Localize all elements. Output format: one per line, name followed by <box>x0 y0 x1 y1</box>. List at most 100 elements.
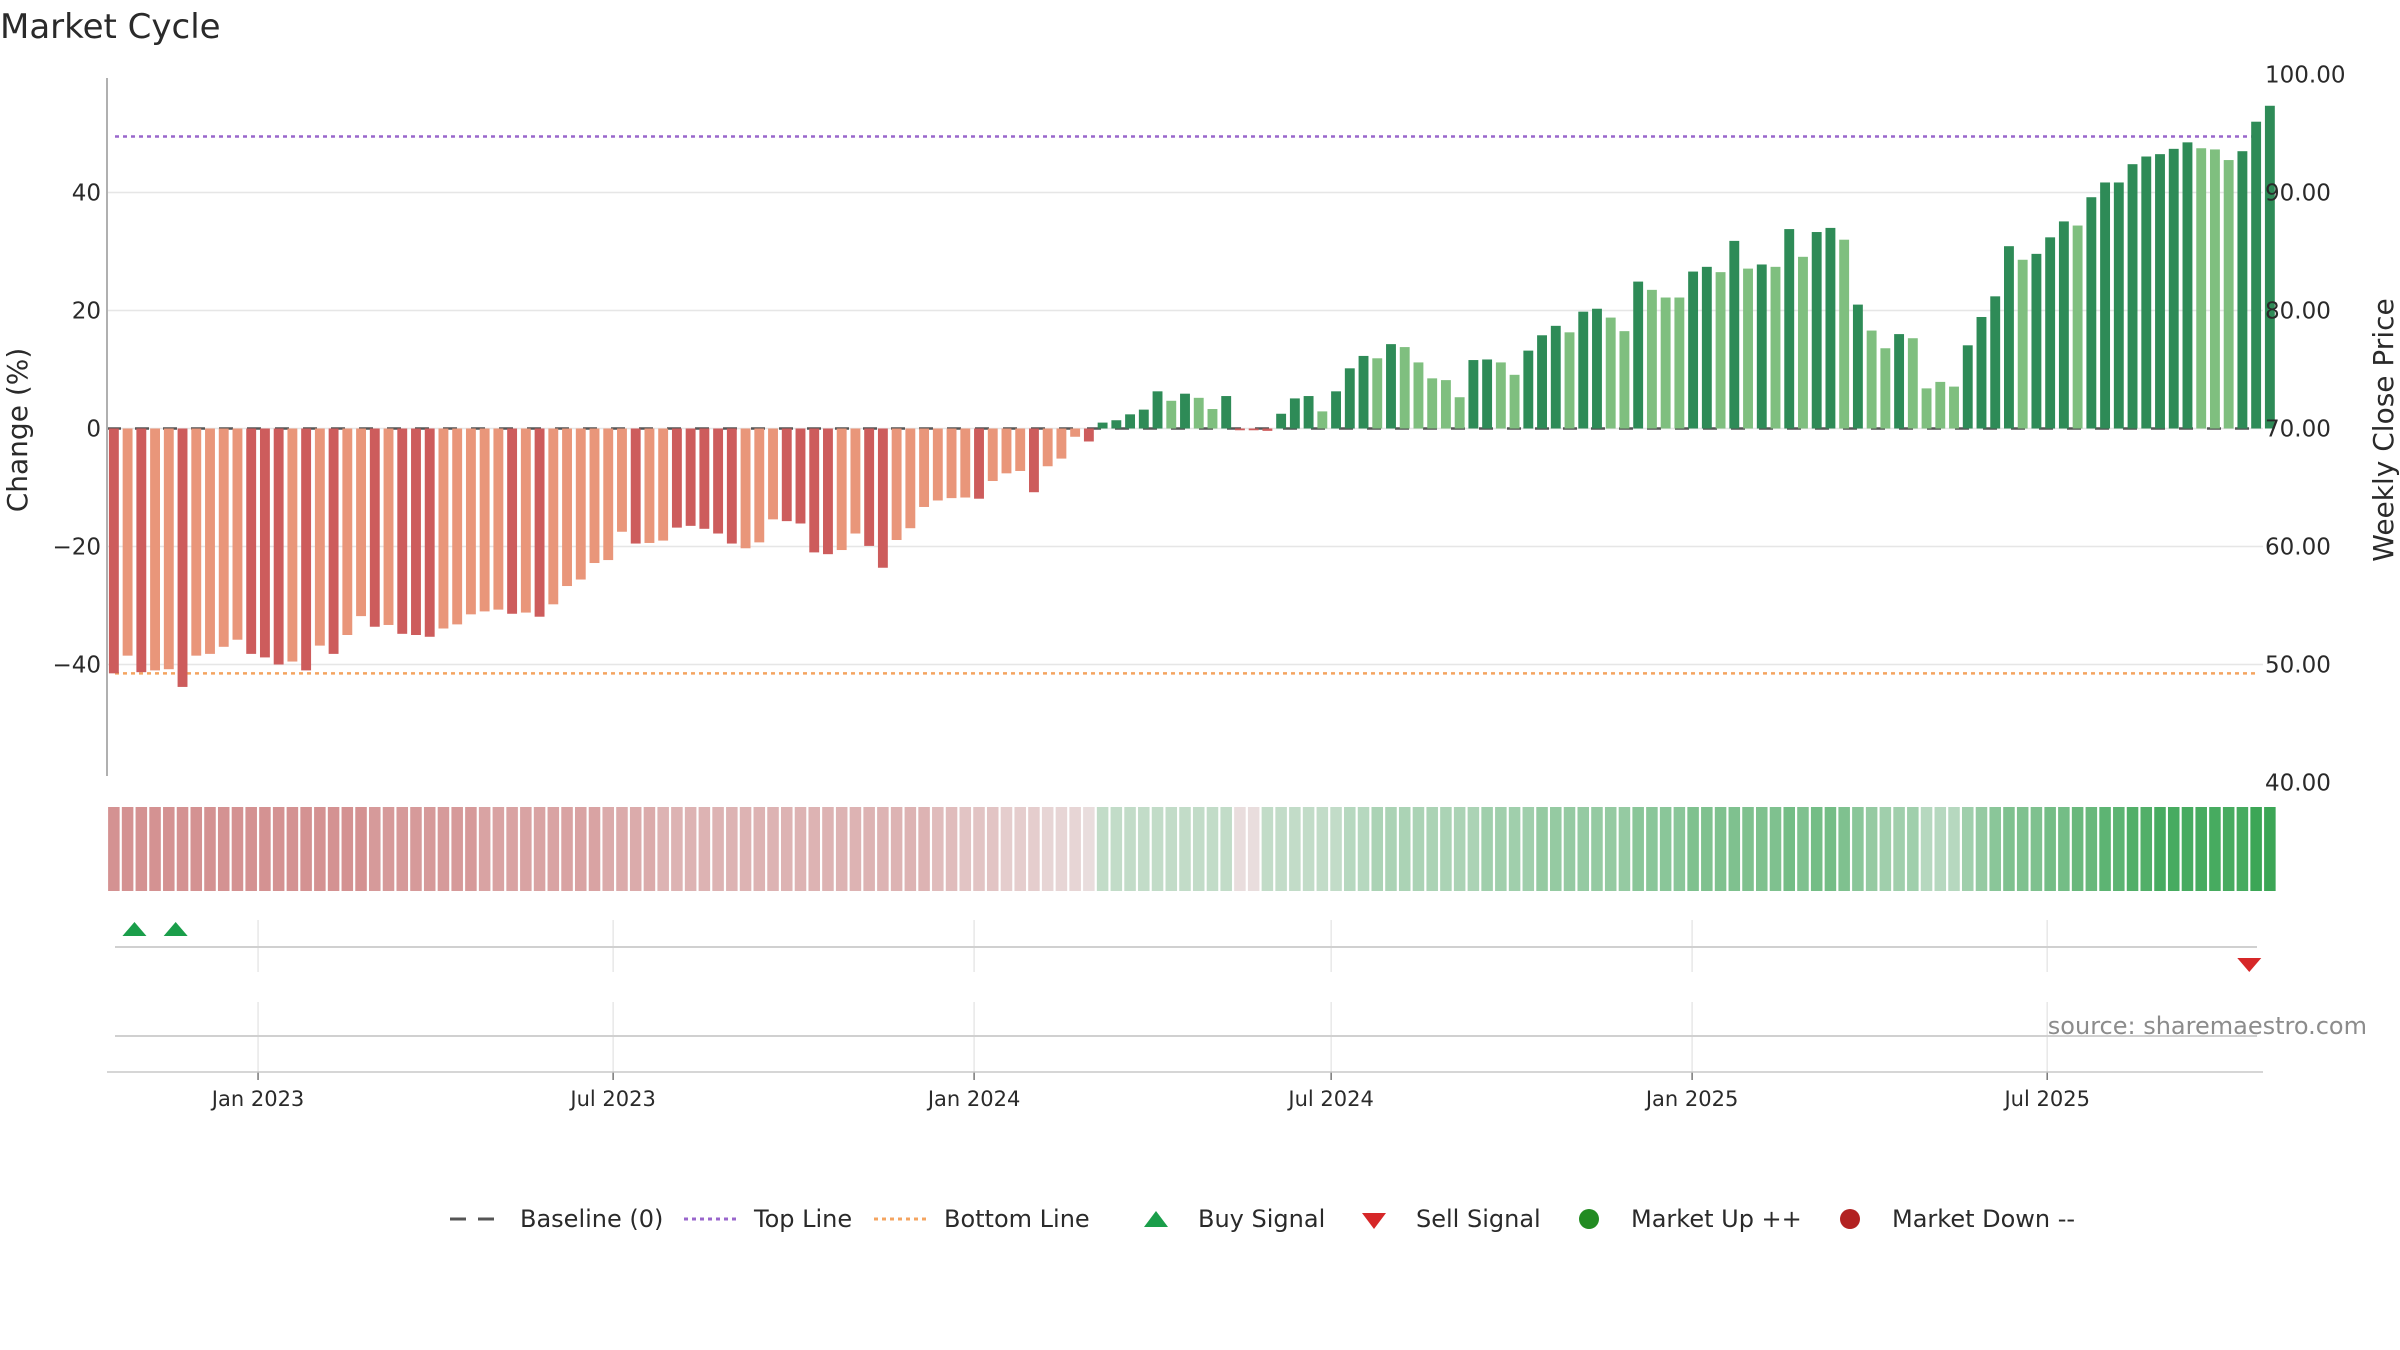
change-bar <box>452 428 463 625</box>
heat-cell <box>300 807 312 891</box>
heat-cell <box>1344 807 1356 891</box>
heat-cell <box>602 807 615 891</box>
y-tick-label: 0 <box>86 417 101 443</box>
change-bar <box>1715 272 1726 429</box>
heat-cell <box>1563 807 1576 891</box>
y2-tick-label: 60.00 <box>2265 535 2331 561</box>
x-tick-label: Jul 2024 <box>1286 1087 1373 1111</box>
heat-cell <box>629 807 642 891</box>
change-bar <box>1907 338 1918 429</box>
heat-cell <box>684 807 697 891</box>
legend-label: Baseline (0) <box>520 1205 663 1233</box>
change-bar <box>1166 400 1177 429</box>
change-bar <box>699 428 710 529</box>
heat-cell <box>1522 807 1535 891</box>
heat-cell <box>1783 807 1795 891</box>
change-bar <box>1454 397 1465 429</box>
change-bar <box>1605 317 1616 429</box>
change-bar <box>1221 396 1232 429</box>
change-bar <box>369 428 380 627</box>
change-bar <box>671 428 682 528</box>
change-bar <box>1880 348 1891 429</box>
change-bar <box>479 428 490 612</box>
signal-panel <box>115 920 2262 1072</box>
legend-item: Market Down -- <box>1840 1205 2075 1233</box>
change-bar <box>232 428 243 640</box>
heat-cell <box>1234 807 1246 891</box>
change-bar <box>1372 358 1383 429</box>
heat-cell <box>163 807 175 891</box>
change-bar <box>754 428 765 543</box>
legend-label: Top Line <box>753 1205 852 1233</box>
chart-title: Market Cycle <box>0 7 221 47</box>
heat-cell <box>1673 807 1686 891</box>
change-bar <box>562 428 572 587</box>
heat-cell <box>2195 807 2207 891</box>
change-bar <box>328 428 339 654</box>
change-bar <box>1949 386 1959 429</box>
heat-cell <box>1701 807 1713 891</box>
heat-cell <box>2016 807 2029 891</box>
change-bar <box>548 428 559 605</box>
change-bar <box>534 428 545 617</box>
buy-signal-marker <box>122 922 147 936</box>
heat-cell <box>410 807 422 891</box>
cycle-heat-strip <box>108 807 2276 891</box>
heat-cell <box>588 807 601 891</box>
heat-cell <box>1398 807 1411 891</box>
heat-cell <box>1550 807 1562 891</box>
heat-cell <box>794 807 807 891</box>
bars-layer <box>108 105 2275 687</box>
change-bar <box>1248 428 1259 431</box>
heat-cell <box>1138 807 1150 891</box>
heat-cell <box>1577 807 1590 891</box>
legend-label: Sell Signal <box>1416 1205 1541 1233</box>
heat-cell <box>1179 807 1191 891</box>
x-tick-label: Jan 2025 <box>1644 1087 1739 1111</box>
legend-triangle-up-icon <box>1144 1211 1168 1227</box>
heat-cell <box>1810 807 1823 891</box>
change-bar <box>397 428 408 634</box>
heat-cell <box>1014 807 1026 891</box>
change-bar <box>1193 397 1204 429</box>
heat-cell <box>204 807 216 891</box>
heat-cell <box>1055 807 1068 891</box>
heat-cell <box>1330 807 1342 891</box>
heat-cell <box>1440 807 1452 891</box>
legend-label: Bottom Line <box>944 1205 1090 1233</box>
change-bar <box>850 428 861 534</box>
change-bar <box>1427 378 1438 429</box>
heat-cell <box>1289 807 1301 891</box>
heat-cell <box>712 807 724 891</box>
heat-cell <box>382 807 395 891</box>
change-bar <box>2017 259 2028 429</box>
heat-cell <box>1412 807 1425 891</box>
legend-label: Market Up ++ <box>1631 1205 1802 1233</box>
change-bar <box>1482 359 1493 429</box>
heat-cell <box>1591 807 1603 891</box>
heat-cell <box>726 807 738 891</box>
heat-cell <box>1755 807 1768 891</box>
change-bar <box>1578 311 1589 429</box>
heat-cell <box>1961 807 1974 891</box>
change-bar <box>150 428 161 671</box>
change-bar <box>1083 428 1094 442</box>
change-bar <box>2004 246 2014 429</box>
change-bar <box>603 428 614 561</box>
change-bar <box>1289 398 1300 429</box>
heat-cell <box>1041 807 1054 891</box>
heat-cell <box>739 807 752 891</box>
heat-cell <box>231 807 244 891</box>
change-bar <box>658 428 669 541</box>
heat-cell <box>1975 807 1988 891</box>
buy-signal-marker <box>163 922 188 936</box>
heat-cell <box>1659 807 1672 891</box>
change-bar <box>809 428 820 553</box>
heat-cell <box>369 807 381 891</box>
change-bar <box>1276 413 1287 429</box>
change-bar <box>891 428 902 541</box>
change-bar <box>1317 411 1328 429</box>
change-bar <box>1701 266 1712 429</box>
change-bar <box>2058 221 2069 429</box>
change-bar <box>2045 237 2056 429</box>
